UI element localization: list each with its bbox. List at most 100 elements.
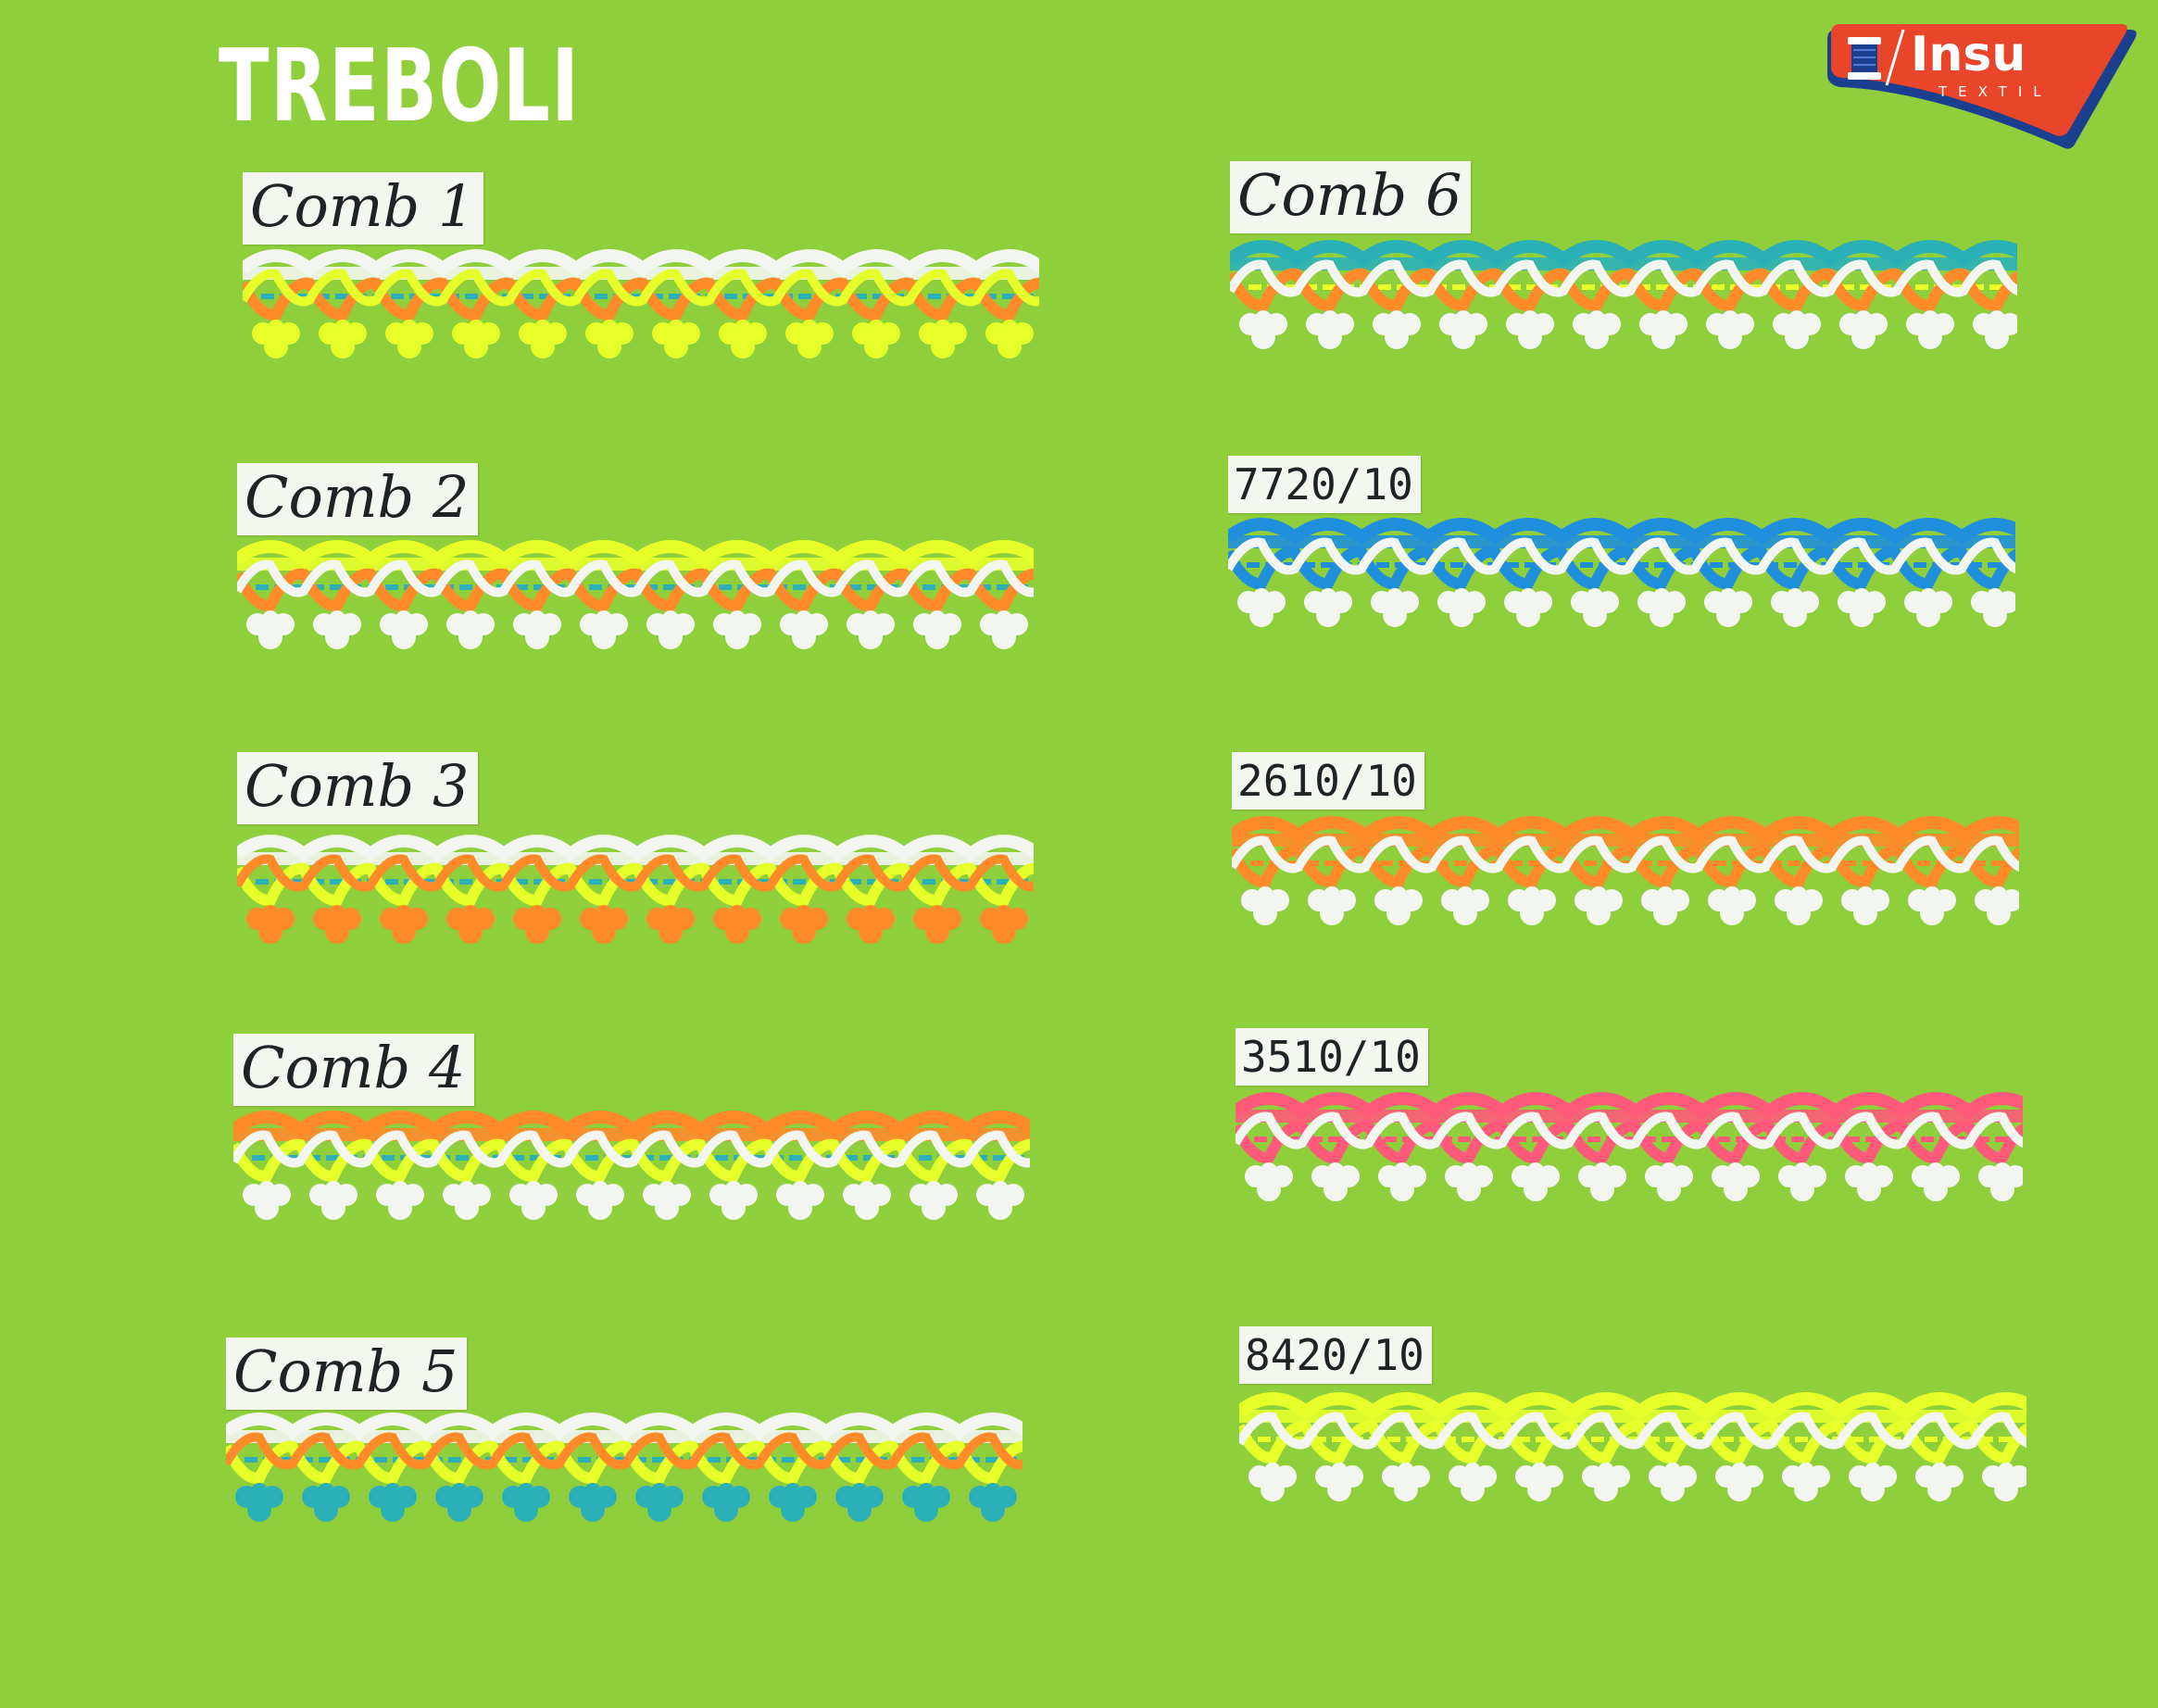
trim-flower [1304, 588, 1352, 627]
swatch-label: 2610/10 [1232, 752, 1424, 810]
trim-flower [576, 1181, 624, 1220]
trim-flower [1512, 1162, 1560, 1201]
trim-top-scallop [1232, 816, 2019, 844]
trim-flower [919, 320, 967, 358]
trim-flower [313, 610, 361, 649]
trim-flower [702, 1483, 750, 1522]
trim-flower [1639, 310, 1688, 349]
trim-flower [1371, 588, 1419, 627]
trim-flower [443, 1181, 491, 1220]
trim-flower [780, 610, 828, 649]
trim-top-scallop [1230, 240, 2017, 268]
trim-flower [1575, 886, 1623, 925]
trim-wave [243, 277, 1039, 321]
trim-flower [380, 905, 428, 944]
trim-wave [1230, 268, 2017, 312]
trim-flower [902, 1483, 950, 1522]
trim-flower [246, 905, 295, 944]
trim-flower [1573, 310, 1621, 349]
lace-trim [233, 1111, 1030, 1220]
trim-wave-secondary [1239, 1412, 2026, 1450]
trim-flower [380, 610, 428, 649]
swatch-comb-4: Comb 4 [233, 1034, 1030, 1265]
trim-flower [1382, 1463, 1430, 1501]
trim-flower [580, 905, 628, 944]
trim-flower [969, 1483, 1017, 1522]
trim-flower [313, 905, 361, 944]
swatch-label: 3510/10 [1236, 1028, 1428, 1086]
lace-trim [243, 249, 1039, 358]
trim-flower [319, 320, 367, 358]
trim-flower [1708, 886, 1756, 925]
trim-flower [1908, 886, 1956, 925]
logo-subtitle: TEXTIL [1938, 83, 2052, 100]
trim-flower [635, 1483, 684, 1522]
trim-wave-secondary [237, 559, 1034, 597]
trim-flower [1449, 1463, 1497, 1501]
trim-flower [435, 1483, 483, 1522]
trim-top-band [237, 852, 1034, 865]
swatch-3510-10: 3510/10 [1236, 1028, 2023, 1260]
trim-flower [1315, 1463, 1363, 1501]
trim-flower [585, 320, 634, 358]
trim-flower [309, 1181, 358, 1220]
trim-wave-secondary [233, 1130, 1030, 1168]
trim-flower [913, 610, 961, 649]
trim-flower [646, 610, 695, 649]
swatch-label: Comb 4 [233, 1034, 475, 1106]
trim-flower [252, 320, 300, 358]
trim-flower [1241, 886, 1289, 925]
trim-flower [1839, 310, 1888, 349]
lace-trim [1230, 240, 2017, 349]
trim-flower [1578, 1162, 1626, 1201]
swatch-label: Comb 1 [243, 172, 484, 245]
trim-wave [226, 1440, 1023, 1485]
trim-flower [1571, 588, 1619, 627]
lace-trim [1232, 816, 2019, 925]
trim-flower [847, 610, 895, 649]
trim-flower [843, 1181, 891, 1220]
trim-flower [1915, 1463, 1964, 1501]
trim-flower [1838, 588, 1886, 627]
trim-wave [233, 1138, 1030, 1183]
trim-flower [980, 610, 1028, 649]
trim-flower [1582, 1463, 1630, 1501]
trim-flower [1712, 1162, 1760, 1201]
trim-top-scallop [233, 1111, 1030, 1138]
trim-flower [1504, 588, 1552, 627]
swatch-label: Comb 5 [226, 1338, 468, 1410]
trim-flower [369, 1483, 417, 1522]
page-title: TREBOLI [219, 29, 581, 144]
trim-flower [785, 320, 834, 358]
trim-flower [1245, 1162, 1293, 1201]
trim-flower [835, 1483, 884, 1522]
trim-flower [976, 1181, 1024, 1220]
trim-flower [452, 320, 500, 358]
trim-top-band [226, 1430, 1023, 1443]
trim-flower [980, 905, 1028, 944]
trim-flower [513, 610, 561, 649]
swatch-comb-1: Comb 1 [243, 172, 1039, 404]
trim-wave [237, 568, 1034, 612]
lace-trim [1239, 1392, 2026, 1501]
lace-trim [237, 540, 1034, 649]
trim-wave-secondary [226, 1432, 1023, 1470]
swatch-label: Comb 2 [237, 463, 479, 535]
swatch-label: Comb 6 [1230, 161, 1472, 233]
trim-flower [1378, 1162, 1426, 1201]
trim-flower [446, 905, 495, 944]
swatch-comb-5: Comb 5 [226, 1338, 1032, 1569]
trim-wave [1236, 1120, 2023, 1164]
trim-flower [1704, 588, 1752, 627]
trim-wave-secondary [1230, 259, 2017, 297]
trim-wave-secondary [243, 269, 1039, 307]
trim-flower [519, 320, 567, 358]
trim-flower [1771, 588, 1819, 627]
trim-wave [1228, 546, 2015, 590]
trim-flower [1973, 310, 2017, 349]
lace-trim [237, 835, 1034, 944]
trim-top-scallop [1239, 1392, 2026, 1420]
trim-top-band [1239, 1410, 2026, 1423]
trim-flower [580, 610, 628, 649]
lace-trim [226, 1413, 1023, 1522]
